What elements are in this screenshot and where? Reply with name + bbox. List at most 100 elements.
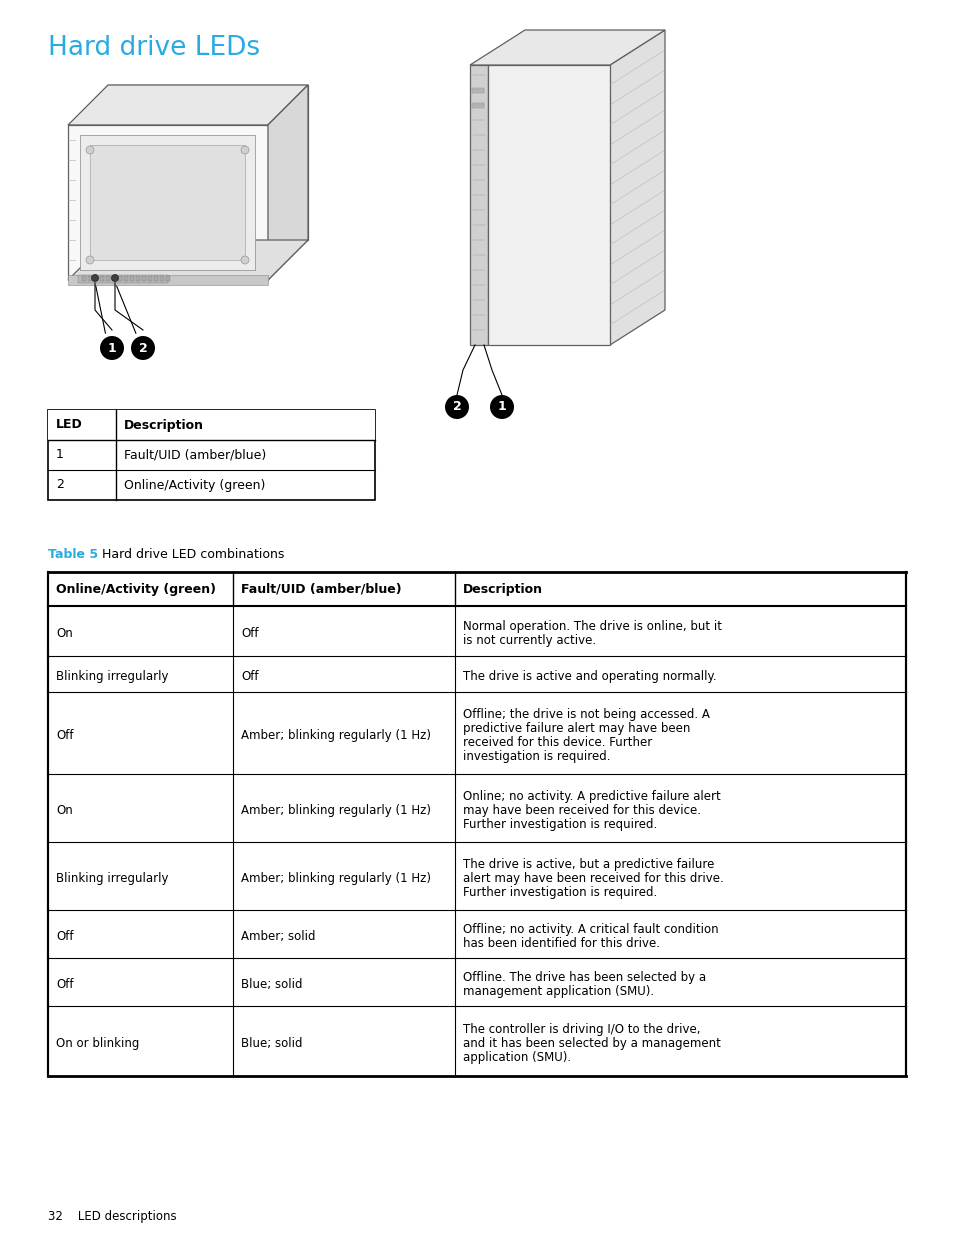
Text: Offline. The drive has been selected by a: Offline. The drive has been selected by … (462, 971, 705, 984)
Circle shape (444, 395, 469, 419)
Text: On or blinking: On or blinking (56, 1037, 139, 1050)
Bar (472, 88, 483, 93)
Text: Normal operation. The drive is online, but it: Normal operation. The drive is online, b… (462, 620, 721, 634)
Polygon shape (488, 65, 609, 345)
Polygon shape (68, 240, 308, 280)
Bar (48, 910, 905, 958)
Text: Description: Description (462, 583, 542, 595)
Polygon shape (68, 125, 268, 280)
Polygon shape (609, 30, 664, 345)
Text: 1: 1 (108, 342, 116, 354)
Text: Further investigation is required.: Further investigation is required. (462, 885, 657, 899)
Text: The drive is active and operating normally.: The drive is active and operating normal… (462, 671, 716, 683)
Polygon shape (80, 135, 254, 270)
Text: Blue; solid: Blue; solid (241, 978, 302, 990)
Text: Description: Description (124, 419, 204, 431)
Bar (48, 692, 905, 774)
Bar (48, 656, 905, 692)
Bar (82, 275, 86, 282)
Text: Further investigation is required.: Further investigation is required. (462, 818, 657, 831)
Text: 1: 1 (497, 400, 506, 414)
Text: 2: 2 (56, 478, 64, 492)
Text: Online; no activity. A predictive failure alert: Online; no activity. A predictive failur… (462, 790, 720, 803)
Bar (166, 275, 170, 282)
Text: Online/Activity (green): Online/Activity (green) (56, 583, 215, 595)
Circle shape (91, 274, 98, 282)
Polygon shape (268, 85, 308, 240)
Text: is not currently active.: is not currently active. (462, 634, 596, 647)
Text: Off: Off (241, 627, 258, 640)
Bar (472, 103, 483, 107)
Text: Amber; blinking regularly (1 Hz): Amber; blinking regularly (1 Hz) (241, 872, 431, 885)
Text: 2: 2 (138, 342, 147, 354)
Bar (106, 275, 110, 282)
Text: may have been received for this device.: may have been received for this device. (462, 804, 700, 818)
Text: Blinking irregularly: Blinking irregularly (56, 671, 169, 683)
Text: Amber; solid: Amber; solid (241, 930, 315, 944)
Polygon shape (470, 65, 488, 345)
Text: Online/Activity (green): Online/Activity (green) (124, 478, 265, 492)
Text: Blue; solid: Blue; solid (241, 1037, 302, 1050)
Bar (48, 410, 375, 500)
Bar (78, 275, 168, 283)
Circle shape (241, 256, 249, 264)
Bar (142, 275, 146, 282)
Text: investigation is required.: investigation is required. (462, 750, 610, 763)
Bar (94, 275, 98, 282)
Text: predictive failure alert may have been: predictive failure alert may have been (462, 722, 690, 735)
Bar (48, 410, 375, 440)
Text: Off: Off (56, 978, 73, 990)
Text: On: On (56, 804, 72, 818)
Text: 2: 2 (452, 400, 461, 414)
Text: 1: 1 (56, 448, 64, 462)
Text: Off: Off (241, 671, 258, 683)
Text: On: On (56, 627, 72, 640)
Polygon shape (108, 85, 308, 240)
Text: Hard drive LEDs: Hard drive LEDs (48, 35, 260, 61)
Bar (112, 275, 116, 282)
Bar (148, 275, 152, 282)
Text: The drive is active, but a predictive failure: The drive is active, but a predictive fa… (462, 858, 714, 871)
Text: alert may have been received for this drive.: alert may have been received for this dr… (462, 872, 723, 885)
Text: received for this device. Further: received for this device. Further (462, 736, 652, 748)
Text: Table 5: Table 5 (48, 548, 98, 561)
Text: Amber; blinking regularly (1 Hz): Amber; blinking regularly (1 Hz) (241, 804, 431, 818)
Bar (48, 842, 905, 910)
Text: and it has been selected by a management: and it has been selected by a management (462, 1037, 720, 1050)
Bar (153, 275, 158, 282)
Text: The controller is driving I/O to the drive,: The controller is driving I/O to the dri… (462, 1023, 700, 1036)
Bar (48, 774, 905, 842)
Text: 32    LED descriptions: 32 LED descriptions (48, 1210, 176, 1223)
Text: Fault/UID (amber/blue): Fault/UID (amber/blue) (124, 448, 266, 462)
Bar (48, 606, 905, 656)
Text: Offline; the drive is not being accessed. A: Offline; the drive is not being accessed… (462, 708, 709, 721)
Bar (48, 1007, 905, 1076)
Bar (88, 275, 91, 282)
Bar (48, 958, 905, 1007)
Circle shape (241, 146, 249, 154)
Circle shape (490, 395, 514, 419)
Text: management application (SMU).: management application (SMU). (462, 986, 654, 998)
Bar (136, 275, 140, 282)
Text: Off: Off (56, 729, 73, 742)
Text: Blinking irregularly: Blinking irregularly (56, 872, 169, 885)
Polygon shape (90, 144, 245, 261)
Text: has been identified for this drive.: has been identified for this drive. (462, 937, 659, 950)
Polygon shape (68, 85, 308, 125)
Circle shape (100, 336, 124, 359)
Text: application (SMU).: application (SMU). (462, 1051, 571, 1065)
Text: Off: Off (56, 930, 73, 944)
Bar (160, 275, 164, 282)
Text: Fault/UID (amber/blue): Fault/UID (amber/blue) (241, 583, 401, 595)
Bar (100, 275, 104, 282)
Bar (68, 275, 268, 285)
Bar (130, 275, 133, 282)
Text: Offline; no activity. A critical fault condition: Offline; no activity. A critical fault c… (462, 923, 718, 936)
Polygon shape (268, 85, 308, 280)
Bar (48, 572, 905, 606)
Text: LED: LED (56, 419, 83, 431)
Circle shape (131, 336, 154, 359)
Bar (124, 275, 128, 282)
Text: Hard drive LED combinations: Hard drive LED combinations (90, 548, 284, 561)
Circle shape (86, 256, 94, 264)
